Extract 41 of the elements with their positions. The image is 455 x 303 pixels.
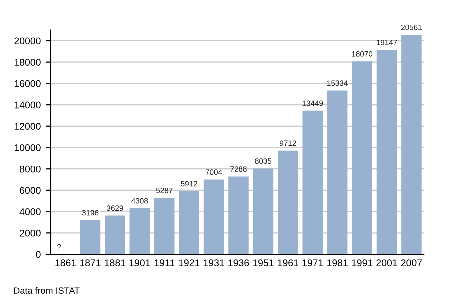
bar: [327, 90, 348, 255]
x-tick-label: 1911: [154, 260, 175, 267]
y-tick-label: 20000: [14, 38, 41, 45]
bar: [80, 220, 101, 255]
x-tick-label: 1951: [253, 260, 274, 267]
bar: [402, 34, 422, 255]
bar: [376, 50, 398, 255]
x-tick-label: 1936: [228, 260, 250, 267]
x-tick-label: 1931: [204, 260, 224, 267]
bar: [154, 198, 175, 255]
bar: [130, 208, 150, 255]
bar: [105, 216, 126, 255]
x-tick-label: 1971: [302, 260, 324, 267]
x-tick-label: 1861: [56, 260, 76, 267]
x-tick-label: 2007: [401, 260, 422, 267]
x-tick-label: 1961: [278, 260, 299, 267]
bar: [253, 168, 274, 255]
bar: [204, 180, 224, 255]
y-tick-label: 10000: [14, 144, 41, 152]
y-tick-label: 6000: [20, 187, 41, 194]
x-tick-label: 1991: [352, 260, 373, 267]
y-tick-label: 0: [36, 251, 41, 258]
x-tick-label: 1981: [328, 260, 348, 267]
y-tick-label: 14000: [14, 102, 41, 109]
y-tick-label: 12000: [14, 123, 41, 130]
bar: [302, 110, 323, 255]
x-tick-label: 1921: [179, 260, 200, 267]
text: Data from ISTAT: [14, 287, 80, 294]
y-tick-label: 2000: [20, 230, 41, 237]
y-tick-label: 8000: [20, 166, 41, 173]
y-tick-label: 18000: [14, 59, 41, 66]
bar: [179, 191, 200, 255]
x-tick-label: 1881: [105, 260, 126, 267]
x-tick-label: 1871: [80, 260, 101, 267]
x-tick-label: 2001: [376, 260, 398, 267]
x-tick-label: 1901: [130, 260, 150, 267]
bar: [352, 62, 372, 255]
bar: [278, 150, 298, 255]
y-tick-label: 16000: [14, 80, 41, 88]
bar: [228, 176, 249, 255]
y-tick-label: 4000: [20, 208, 41, 216]
